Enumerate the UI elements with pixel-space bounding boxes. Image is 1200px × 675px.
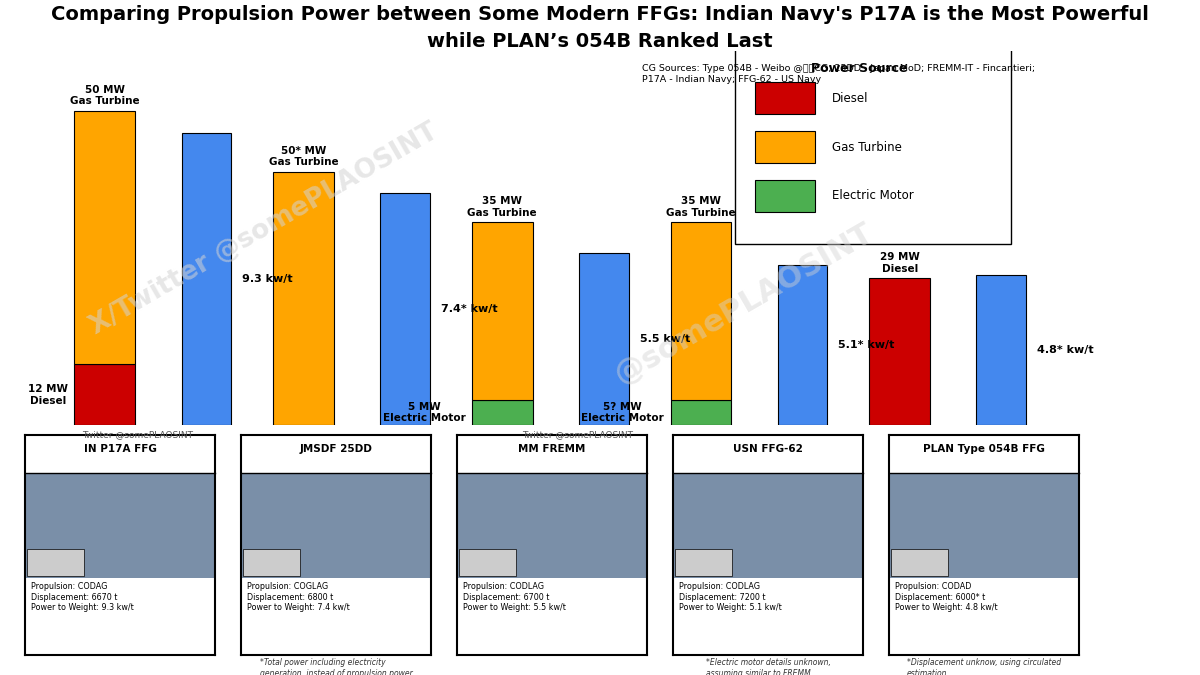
- Bar: [74, 364, 136, 425]
- Text: CG Sources: Type 054B - Weibo @大包CG; 25DD - Japan MoD; FREMM-IT - Fincantieri;
P: CG Sources: Type 054B - Weibo @大包CG; 25D…: [642, 64, 1036, 84]
- Bar: [778, 265, 828, 425]
- Bar: [472, 222, 533, 400]
- Text: JMSDF 25DD: JMSDF 25DD: [300, 444, 372, 454]
- Text: Comparing Propulsion Power between Some Modern FFGs: Indian Navy's P17A is the M: Comparing Propulsion Power between Some …: [52, 5, 1148, 24]
- Text: Propulsion: CODLAG
Displacement: 6700 t
Power to Weight: 5.5 kw/t: Propulsion: CODLAG Displacement: 6700 t …: [463, 583, 565, 612]
- Bar: [241, 472, 431, 578]
- Text: Diesel: Diesel: [832, 92, 869, 105]
- Text: *Displacement unknow, using circulated
estimation: *Displacement unknow, using circulated e…: [907, 658, 1061, 675]
- Text: 7.4* kw/t: 7.4* kw/t: [442, 304, 498, 314]
- Text: 9.3 kw/t: 9.3 kw/t: [242, 274, 293, 284]
- Text: Twitter @somePLAOSINT: Twitter @somePLAOSINT: [82, 430, 193, 439]
- Text: *Total power including electricity
generation, instead of propulsion power: *Total power including electricity gener…: [259, 658, 413, 675]
- Bar: [274, 171, 334, 425]
- Text: Gas Turbine: Gas Turbine: [832, 141, 901, 154]
- Text: 5? MW
Electric Motor: 5? MW Electric Motor: [581, 402, 664, 423]
- Bar: [457, 472, 647, 578]
- Bar: [671, 222, 731, 400]
- Bar: [472, 400, 533, 425]
- Text: 12 MW
Diesel: 12 MW Diesel: [28, 384, 68, 406]
- Bar: [74, 111, 136, 364]
- Text: Electric Motor: Electric Motor: [832, 190, 913, 202]
- Bar: [755, 131, 815, 163]
- Text: PLAN Type 054B FFG: PLAN Type 054B FFG: [923, 444, 1045, 454]
- Text: 50 MW
Gas Turbine: 50 MW Gas Turbine: [70, 84, 139, 106]
- Text: 35 MW
Gas Turbine: 35 MW Gas Turbine: [468, 196, 538, 218]
- Text: 4.8* kw/t: 4.8* kw/t: [1037, 345, 1094, 355]
- Text: 29 MW
Diesel: 29 MW Diesel: [880, 252, 919, 273]
- Text: Propulsion: CODLAG
Displacement: 7200 t
Power to Weight: 5.1 kw/t: Propulsion: CODLAG Displacement: 7200 t …: [679, 583, 781, 612]
- Text: X/Twitter @somePLAOSINT: X/Twitter @somePLAOSINT: [85, 119, 443, 340]
- Bar: [671, 400, 731, 425]
- Bar: [244, 549, 300, 576]
- Bar: [755, 82, 815, 114]
- Text: Power Source: Power Source: [811, 62, 907, 75]
- Bar: [25, 472, 215, 578]
- Bar: [977, 275, 1026, 425]
- Text: 5.1* kw/t: 5.1* kw/t: [839, 340, 895, 350]
- Text: Twitter @somePLAOSINT: Twitter @somePLAOSINT: [522, 430, 634, 439]
- Text: Propulsion: CODAG
Displacement: 6670 t
Power to Weight: 9.3 kw/t: Propulsion: CODAG Displacement: 6670 t P…: [31, 583, 133, 612]
- Bar: [755, 180, 815, 212]
- Bar: [673, 472, 863, 578]
- Text: 35 MW
Gas Turbine: 35 MW Gas Turbine: [666, 196, 736, 218]
- Bar: [869, 278, 930, 425]
- FancyBboxPatch shape: [734, 45, 1010, 244]
- Text: Propulsion: COGLAG
Displacement: 6800 t
Power to Weight: 7.4 kw/t: Propulsion: COGLAG Displacement: 6800 t …: [247, 583, 349, 612]
- Bar: [580, 252, 629, 425]
- Text: *Electric motor details unknown,
assuming similar to FREMM: *Electric motor details unknown, assumin…: [706, 658, 830, 675]
- Text: USN FFG-62: USN FFG-62: [733, 444, 803, 454]
- Bar: [181, 133, 232, 425]
- Text: 50* MW
Gas Turbine: 50* MW Gas Turbine: [269, 146, 338, 167]
- Text: 5.5 kw/t: 5.5 kw/t: [640, 334, 690, 344]
- Text: MM FREMM: MM FREMM: [518, 444, 586, 454]
- Text: @somePLAOSINT: @somePLAOSINT: [610, 218, 878, 389]
- Text: while PLAN’s 054B Ranked Last: while PLAN’s 054B Ranked Last: [427, 32, 773, 51]
- Text: Propulsion: CODAD
Displacement: 6000* t
Power to Weight: 4.8 kw/t: Propulsion: CODAD Displacement: 6000* t …: [895, 583, 997, 612]
- Text: 5 MW
Electric Motor: 5 MW Electric Motor: [383, 402, 466, 423]
- Bar: [460, 549, 516, 576]
- Bar: [892, 549, 948, 576]
- Bar: [676, 549, 732, 576]
- Bar: [380, 193, 430, 425]
- Bar: [889, 472, 1079, 578]
- Bar: [28, 549, 84, 576]
- Text: IN P17A FFG: IN P17A FFG: [84, 444, 156, 454]
